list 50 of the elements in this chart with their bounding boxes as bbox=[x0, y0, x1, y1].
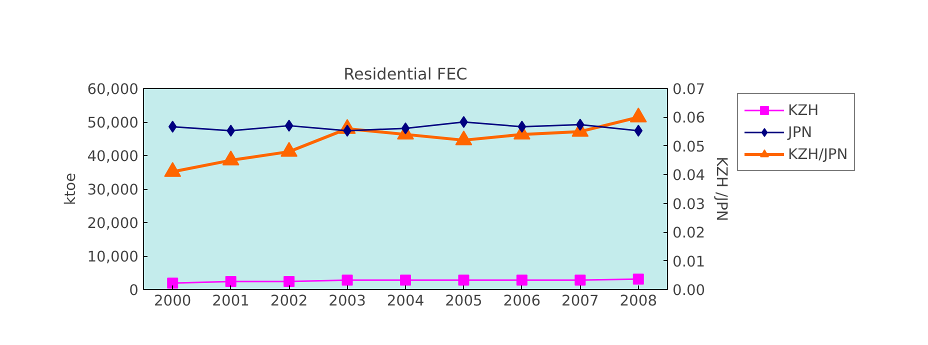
point bbox=[455, 130, 472, 146]
y2-tick-label: 0.06 bbox=[672, 110, 706, 127]
point bbox=[574, 274, 586, 286]
x-tick-label: 2001 bbox=[212, 292, 250, 310]
y-tick-label: 0 bbox=[129, 282, 139, 299]
y-axis-title: ktoe bbox=[62, 172, 80, 206]
point bbox=[630, 107, 647, 122]
point bbox=[284, 120, 294, 132]
y-tick-label: 30,000 bbox=[87, 182, 139, 198]
x-tick-label: 2004 bbox=[386, 292, 424, 310]
y2-tick-label: 0.03 bbox=[672, 196, 706, 213]
y2-tick-label: 0.07 bbox=[672, 81, 706, 98]
y-tick-label: 40,000 bbox=[87, 148, 139, 165]
chart-title: Residential FEC bbox=[344, 64, 468, 84]
y-tick-label: 60,000 bbox=[87, 81, 139, 98]
y-tick-label: 20,000 bbox=[87, 215, 139, 232]
point bbox=[342, 274, 353, 286]
point bbox=[400, 274, 411, 286]
x-tick-label: 2000 bbox=[154, 292, 192, 310]
x-tick-label: 2005 bbox=[445, 292, 482, 310]
point bbox=[458, 274, 470, 286]
x-tick-label: 2006 bbox=[503, 292, 541, 310]
point bbox=[222, 150, 240, 166]
point bbox=[516, 274, 528, 286]
point bbox=[518, 120, 526, 133]
y2-axis-title: KZH /JPN bbox=[713, 156, 730, 222]
x-tick-label: 2007 bbox=[562, 292, 599, 310]
x-tick-label: 2008 bbox=[620, 292, 658, 310]
point bbox=[284, 276, 295, 287]
point bbox=[460, 116, 468, 128]
y-tick-label: 10,000 bbox=[87, 248, 139, 266]
y2-tick-label: 0.05 bbox=[672, 138, 706, 156]
y2-tick-label: 0.00 bbox=[672, 282, 706, 299]
legend-label: KZH/JPN bbox=[788, 146, 848, 162]
point bbox=[168, 120, 177, 133]
point bbox=[632, 274, 644, 285]
point bbox=[401, 122, 410, 134]
y2-tick-label: 0.04 bbox=[672, 167, 706, 184]
y2-tick-label: 0.02 bbox=[672, 224, 706, 242]
point bbox=[280, 142, 298, 157]
point bbox=[164, 162, 182, 177]
y2-tick-label: 0.01 bbox=[672, 253, 706, 270]
point bbox=[225, 276, 236, 287]
point bbox=[634, 124, 643, 137]
legend-label: KZH bbox=[788, 102, 819, 118]
x-tick-label: 2002 bbox=[270, 292, 308, 310]
legend-label: JPN bbox=[788, 124, 812, 140]
y-tick-label: 50,000 bbox=[87, 114, 139, 132]
point bbox=[167, 278, 178, 289]
x-tick-label: 2003 bbox=[328, 292, 366, 310]
